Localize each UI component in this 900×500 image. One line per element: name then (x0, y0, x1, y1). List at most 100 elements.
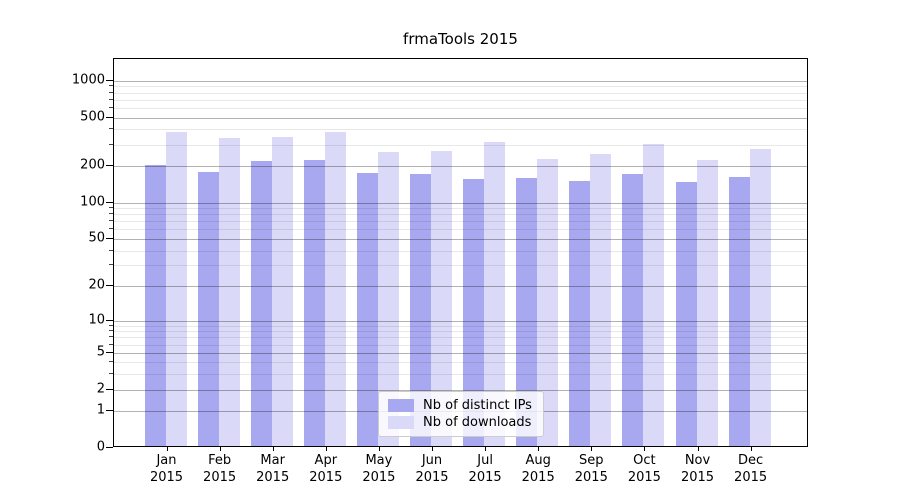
bar-jun-ips (410, 173, 431, 446)
y-tick-label: 10 (88, 312, 105, 328)
y-minor-tick-mark (109, 228, 113, 230)
y-tick-mark (106, 388, 113, 390)
x-tick-label-mar: Mar 2015 (256, 453, 290, 485)
y-minor-tick-mark (109, 143, 113, 145)
y-tick-label: 50 (88, 230, 105, 246)
y-tick-label: 1000 (71, 72, 105, 88)
y-tick-mark (106, 351, 113, 353)
minor-gridline (114, 374, 807, 376)
x-tick-mark (644, 447, 646, 451)
bar-aug-downloads (537, 158, 559, 446)
y-tick-label: 5 (96, 344, 105, 360)
bar-jul-ips (463, 179, 485, 446)
x-tick-label-dec: Dec 2015 (734, 453, 768, 485)
bar-apr-ips (303, 160, 325, 446)
y-tick-label: 100 (80, 194, 105, 210)
bar-feb-ips (197, 172, 219, 446)
bar-jun-downloads (431, 150, 452, 446)
y-minor-tick-mark (109, 85, 113, 87)
minor-gridline (114, 221, 807, 223)
bar-apr-downloads (324, 132, 346, 446)
x-tick-mark (750, 447, 752, 451)
legend-item-distinct-ips: Nb of distinct IPs (388, 398, 534, 413)
x-tick-label-jan: Jan 2015 (149, 453, 184, 485)
y-minor-tick-mark (109, 343, 113, 345)
major-gridline (114, 80, 807, 82)
minor-gridline (114, 144, 807, 146)
minor-gridline (114, 129, 807, 131)
bar-dec-downloads (749, 149, 771, 446)
y-minor-tick-mark (109, 220, 113, 222)
bar-nov-ips (675, 181, 697, 446)
y-tick-mark (106, 201, 113, 203)
minor-gridline (114, 344, 807, 346)
minor-gridline (114, 229, 807, 231)
major-gridline (114, 320, 807, 322)
bar-dec-ips (728, 176, 750, 446)
x-tick-label-nov: Nov 2015 (680, 453, 715, 485)
y-tick-label: 2 (96, 381, 105, 397)
y-tick-label: 20 (88, 277, 105, 293)
y-tick-mark (106, 79, 113, 81)
bar-feb-downloads (218, 137, 240, 446)
y-minor-tick-mark (109, 249, 113, 251)
y-minor-tick-mark (109, 330, 113, 332)
bar-sep-downloads (590, 153, 612, 446)
x-tick-mark (538, 447, 540, 451)
minor-gridline (114, 214, 807, 216)
legend-swatch-downloads (388, 416, 414, 429)
y-minor-tick-mark (109, 98, 113, 100)
minor-gridline (114, 107, 807, 109)
y-minor-tick-mark (109, 361, 113, 363)
chart-title: frmaTools 2015 (403, 30, 518, 48)
x-tick-label-apr: Apr 2015 (309, 453, 343, 485)
x-tick-label-oct: Oct 2015 (627, 453, 661, 485)
x-tick-mark (166, 447, 168, 451)
x-tick-mark (432, 447, 433, 451)
bar-jul-downloads (484, 142, 506, 446)
minor-gridline (114, 208, 807, 210)
bar-aug-ips (516, 177, 538, 446)
y-minor-tick-mark (109, 106, 113, 108)
bar-sep-ips (569, 181, 591, 446)
x-tick-mark (219, 447, 221, 451)
x-tick-label-jul: Jul 2015 (468, 453, 502, 485)
x-tick-mark (485, 447, 487, 451)
y-tick-mark (106, 410, 113, 412)
major-gridline (114, 117, 807, 119)
minor-gridline (114, 337, 807, 339)
y-tick-mark (106, 285, 113, 287)
x-tick-label-sep: Sep 2015 (574, 453, 608, 485)
legend: Nb of distinct IPs Nb of downloads (378, 391, 544, 437)
x-tick-mark (591, 447, 593, 451)
major-gridline (114, 352, 807, 354)
major-gridline (114, 238, 807, 240)
minor-gridline (114, 331, 807, 333)
x-tick-mark (378, 447, 380, 451)
x-tick-label-jun: Jun 2015 (415, 453, 449, 485)
bar-may-downloads (377, 152, 399, 446)
legend-label-distinct-ips: Nb of distinct IPs (423, 398, 532, 413)
minor-gridline (114, 92, 807, 94)
y-tick-label: 1 (96, 402, 105, 418)
x-tick-mark (325, 447, 327, 451)
minor-gridline (114, 325, 807, 327)
bar-nov-downloads (696, 160, 718, 446)
major-gridline (114, 166, 807, 168)
minor-gridline (114, 265, 807, 267)
minor-gridline (114, 362, 807, 364)
y-tick-label: 500 (80, 109, 105, 125)
y-minor-tick-mark (109, 207, 113, 209)
minor-gridline (114, 86, 807, 88)
legend-swatch-distinct-ips (388, 399, 414, 412)
y-tick-label: 200 (80, 157, 105, 173)
minor-gridline (114, 99, 807, 101)
y-tick-mark (106, 116, 113, 118)
bar-jan-downloads (165, 131, 187, 446)
y-tick-mark (106, 237, 113, 239)
bar-oct-ips (622, 173, 644, 446)
minor-gridline (114, 250, 807, 252)
legend-item-downloads: Nb of downloads (388, 415, 534, 430)
bar-may-ips (356, 173, 378, 446)
